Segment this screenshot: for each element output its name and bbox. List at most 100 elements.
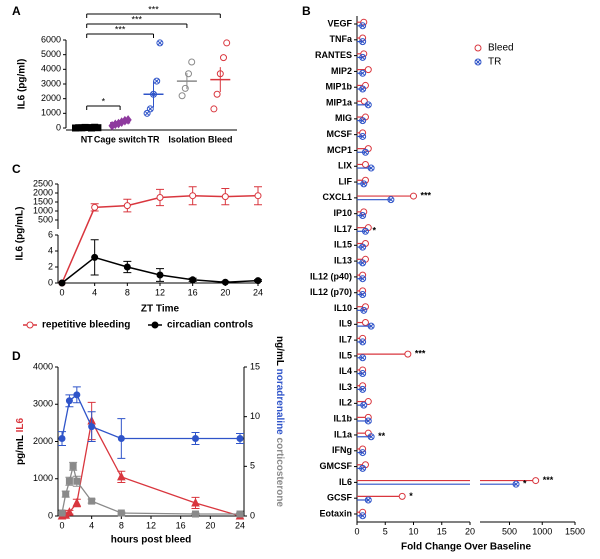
point	[58, 435, 66, 443]
label-part: noradrenaline	[274, 369, 285, 436]
legend-label: Bleed	[488, 43, 514, 54]
point	[359, 117, 367, 125]
point	[156, 39, 164, 47]
point	[58, 279, 66, 287]
significance-label: *	[409, 491, 413, 501]
point	[361, 227, 369, 235]
y-tick-label: IL9	[339, 319, 352, 329]
y-tick-label: MIG	[335, 113, 352, 123]
point	[181, 84, 189, 92]
x-tick-label: 4	[89, 520, 94, 530]
y-tick-label: 6	[48, 229, 53, 239]
y-tick-label: 2	[48, 261, 53, 271]
point	[254, 192, 262, 200]
point	[236, 435, 244, 443]
point	[156, 271, 164, 279]
point	[73, 477, 81, 485]
y-tick-label: IL5	[339, 350, 352, 360]
x-tick-label: 20	[220, 287, 230, 297]
x-tick-label: 16	[176, 520, 186, 530]
y-tick-label: 3000	[41, 78, 61, 88]
x-tick-label: 12	[155, 287, 165, 297]
point	[359, 243, 367, 251]
x-tick-label: 5	[383, 526, 388, 536]
point	[146, 105, 154, 113]
y-tick-label: 4000	[33, 361, 53, 371]
y-tick-label: 2500	[33, 178, 53, 188]
point	[367, 433, 375, 441]
point	[213, 90, 221, 98]
point	[91, 253, 99, 261]
y-tick-label: TNFa	[330, 34, 353, 44]
y-tick-label: IL4	[339, 366, 352, 376]
point	[65, 477, 73, 485]
series-line	[61, 466, 240, 515]
point	[359, 212, 367, 219]
y-tick-label: 1000	[33, 205, 53, 215]
y-tick-label: IL3	[339, 382, 352, 392]
point	[360, 306, 368, 314]
point	[88, 423, 96, 431]
point	[72, 497, 82, 507]
point	[359, 464, 367, 472]
x-tick-label: TR	[148, 134, 160, 144]
point	[404, 350, 412, 358]
y-tick-label: 1000	[41, 108, 61, 118]
y-tick-label: IL17	[334, 224, 352, 234]
point	[364, 417, 372, 425]
significance-label: *	[523, 479, 527, 489]
point	[360, 180, 368, 188]
x-tick-label: 4	[92, 287, 97, 297]
y-tick-label: IFNg	[332, 445, 352, 455]
point	[359, 85, 367, 93]
y-tick-label: IL13	[334, 255, 352, 265]
y-tick-label: 0	[48, 510, 53, 520]
point	[359, 38, 367, 46]
significance-label: ***	[421, 190, 432, 200]
y-tick-label: 2000	[41, 93, 61, 103]
point	[91, 203, 99, 211]
y2-tick-label: 10	[250, 411, 260, 421]
x-tick-label: 0	[59, 287, 64, 297]
point	[359, 291, 367, 298]
point	[123, 202, 131, 210]
point	[359, 53, 367, 61]
y-axis-label: IL6 (pg/ml)	[17, 59, 28, 110]
significance-label: ***	[132, 14, 143, 24]
y-tick-label: 3000	[33, 399, 53, 409]
y-tick-label: IP10	[333, 208, 352, 218]
y-tick-label: IL1a	[334, 429, 353, 439]
y-tick-label: VEGF	[327, 18, 352, 28]
x-tick-label: 20	[465, 526, 475, 536]
y-tick-label: MCP1	[327, 145, 352, 155]
point	[220, 54, 227, 62]
x-tick-label: 15	[437, 526, 447, 536]
y-tick-label: IL1b	[333, 414, 352, 424]
significance-label: ***	[115, 24, 126, 34]
x-tick-label: 8	[125, 287, 130, 297]
point	[69, 462, 77, 470]
point	[88, 497, 96, 505]
y-tick-label: CXCL1	[322, 192, 352, 202]
x-tick-label: Cage switch	[94, 134, 147, 144]
x-tick-label: 10	[408, 526, 418, 536]
y-tick-label: MIP1b	[325, 82, 352, 92]
x-axis-label: hours post bleed	[111, 535, 192, 546]
x-tick-label: 1000	[532, 526, 552, 536]
point	[364, 101, 372, 109]
y-tick-label: LIF	[339, 176, 353, 186]
legend-label: repetitive bleeding	[42, 320, 130, 331]
point	[117, 435, 125, 443]
y-tick-label: 1500	[33, 196, 53, 206]
point	[367, 164, 375, 172]
point	[359, 385, 367, 393]
significance-label: *	[372, 226, 376, 236]
point	[192, 510, 199, 518]
y-tick-label: 4	[48, 245, 53, 255]
point	[62, 490, 70, 498]
point	[359, 133, 367, 140]
y-axis-label: IL6 (pg/mL)	[15, 207, 26, 261]
point	[65, 507, 74, 516]
point	[359, 449, 367, 456]
legend-marker	[26, 321, 34, 329]
